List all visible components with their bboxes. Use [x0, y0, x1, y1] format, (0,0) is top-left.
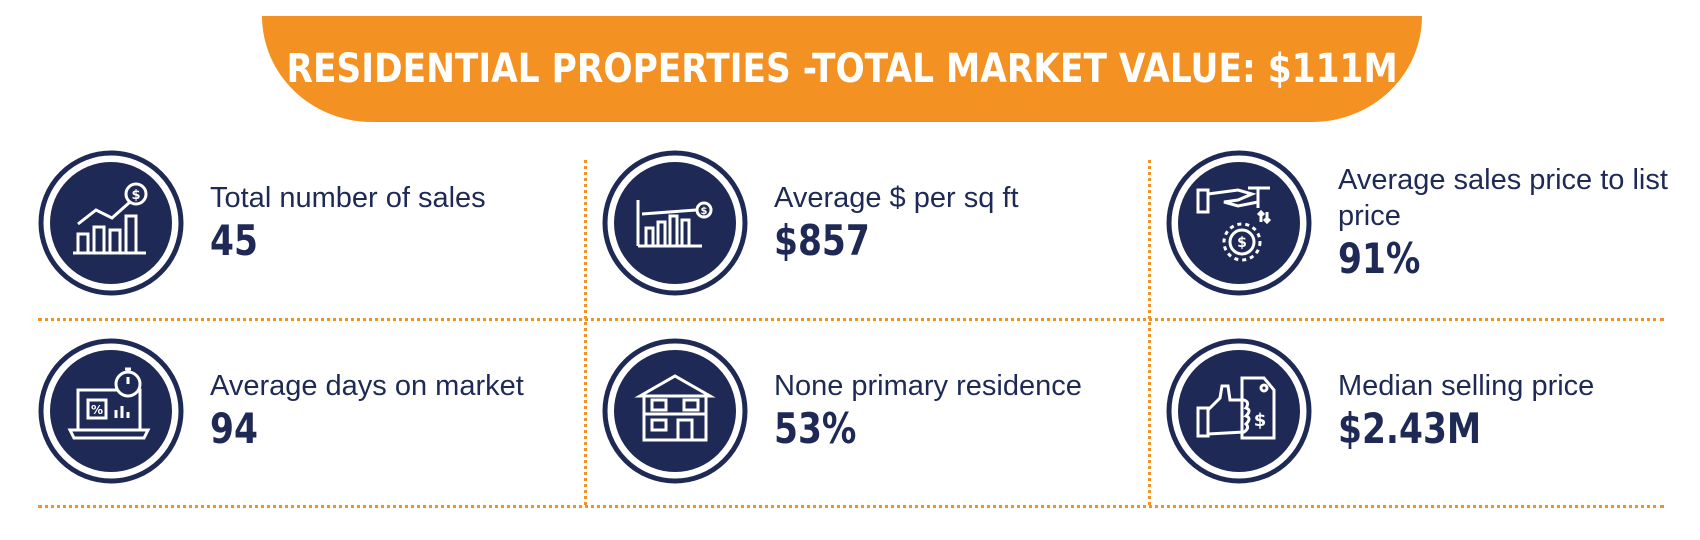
stat-value: 45 [210, 216, 258, 265]
stat-label: Average $ per sq ft [774, 182, 1019, 214]
stat-label: Average sales price to list price [1338, 164, 1668, 232]
stat-price-per-sqft: $ Average $ per sq ft $857 [602, 150, 1162, 300]
page-title: RESIDENTIAL PROPERTIES -TOTAL MARKET VAL… [286, 46, 1398, 92]
stat-value: $2.43M [1338, 404, 1482, 453]
header-banner: RESIDENTIAL PROPERTIES -TOTAL MARKET VAL… [262, 16, 1422, 122]
stat-sale-to-list: $ Average sales price to list price 91% [1166, 150, 1700, 300]
stat-value: 91% [1338, 234, 1421, 283]
svg-text:$: $ [131, 188, 140, 203]
stat-value: 94 [210, 404, 258, 453]
stat-total-sales: $ Total number of sales 45 [38, 150, 598, 300]
stat-label: None primary residence [774, 370, 1082, 402]
stat-days-on-market: % Average days on market 94 [38, 338, 598, 488]
svg-text:%: % [91, 403, 103, 417]
price-chart-icon: $ [602, 150, 748, 296]
bottom-divider [38, 505, 1664, 508]
stat-label: Average days on market [210, 370, 524, 402]
hand-coin-exchange-icon: $ [1166, 150, 1312, 296]
thumbs-up-price-tag-icon: $ [1166, 338, 1312, 484]
stat-label: Median selling price [1338, 370, 1595, 402]
house-icon [602, 338, 748, 484]
stat-label: Total number of sales [210, 182, 486, 214]
stat-value: 53% [774, 404, 857, 453]
svg-text:$: $ [701, 206, 708, 217]
bar-chart-dollar-icon: $ [38, 150, 184, 296]
row-divider [38, 318, 1664, 321]
svg-text:$: $ [1254, 410, 1267, 431]
column-divider-2 [1148, 160, 1151, 505]
column-divider-1 [584, 160, 587, 505]
laptop-stopwatch-icon: % [38, 338, 184, 484]
stat-value: $857 [774, 216, 870, 265]
stat-median-selling-price: $ Median selling price $2.43M [1166, 338, 1700, 488]
svg-text:$: $ [1237, 235, 1247, 251]
stat-non-primary-residence: None primary residence 53% [602, 338, 1162, 488]
